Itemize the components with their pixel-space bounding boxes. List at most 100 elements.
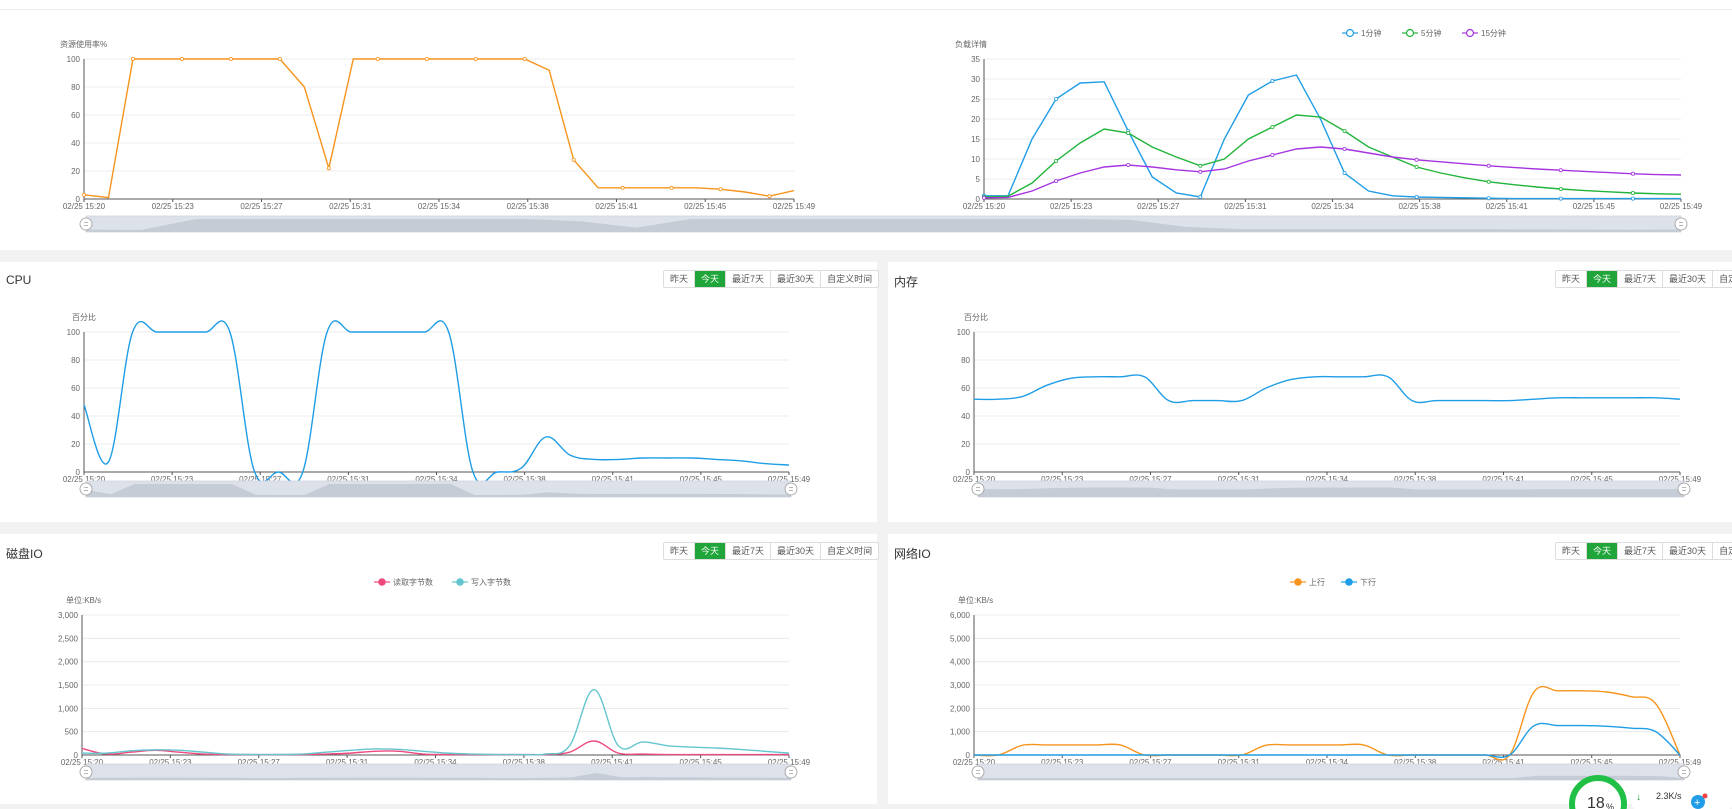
speed-widget[interactable]: 18 % ↓ 2.3K/s + <box>1560 768 1732 809</box>
y-tick-label: 40 <box>71 412 80 421</box>
legend-label[interactable]: 15分钟 <box>1481 28 1506 38</box>
x-tick-label: 02/25 15:45 <box>679 758 722 767</box>
slider-handle-right[interactable] <box>784 765 798 779</box>
range-yesterday-button[interactable]: 昨天 <box>664 271 696 287</box>
range-custom-button[interactable]: 自定义时间 <box>827 274 873 284</box>
range-yesterday-button[interactable]: 昨天 <box>664 543 696 559</box>
unit-label: 百分比 <box>72 312 96 322</box>
x-tick-label: 02/25 15:23 <box>152 202 195 211</box>
range-30days-button[interactable]: 最近30天 <box>1663 271 1714 287</box>
data-point <box>1126 131 1131 136</box>
add-icon[interactable] <box>1691 795 1705 809</box>
range-today-button[interactable]: 今天 <box>1587 543 1619 559</box>
x-tick-label: 02/25 15:27 <box>240 202 283 211</box>
network-chart: 0 1,000 2,000 3,000 4,000 5,000 6,000 单位:KB/s 02… <box>950 577 1702 781</box>
range-7days-button[interactable]: 最近7天 <box>1618 543 1664 559</box>
legend-label[interactable]: 读取字节数 <box>393 577 433 587</box>
range-yesterday-button[interactable]: 昨天 <box>1556 543 1588 559</box>
top-bar <box>0 0 1732 10</box>
disk-chart: 0 500 1,000 1,500 2,000 2,500 3,000 单位:KB/s 02/2… <box>58 577 811 781</box>
zoom-slider[interactable] <box>971 480 1691 498</box>
y-tick-label: 2,000 <box>950 704 971 713</box>
data-point <box>326 166 331 171</box>
range-custom-button[interactable]: 自定义时间 <box>827 546 873 556</box>
overview-panel: 0 20 40 60 80 100 资源使用率% 02/25 15:20 02/25 15:23… <box>0 10 1732 250</box>
y-tick-label: 100 <box>957 328 971 337</box>
x-tick-label: 02/25 15:23 <box>1050 202 1093 211</box>
cpu-title: CPU <box>6 273 32 287</box>
range-custom-button[interactable]: 自定义时间 <box>1719 274 1732 284</box>
data-point <box>277 57 282 62</box>
network-range-selector: 昨天 今天 最近7天 最近30天 自定义时间 <box>1555 542 1732 560</box>
slider-handle-left[interactable] <box>79 482 93 496</box>
zoom-slider[interactable] <box>79 215 1688 233</box>
legend-label[interactable]: 写入字节数 <box>471 577 511 587</box>
memory-panel: 内存 昨天 今天 最近7天 最近30天 自定义时间 0 20 40 60 80 100 百分… <box>888 262 1732 522</box>
series-line <box>81 740 789 756</box>
range-30days-button[interactable]: 最近30天 <box>1663 543 1714 559</box>
x-tick-label: 02/25 15:38 <box>1394 758 1437 767</box>
legend-marker <box>378 578 386 586</box>
range-custom-button[interactable]: 自定义时间 <box>1719 546 1732 556</box>
range-today-button[interactable]: 今天 <box>1587 271 1619 287</box>
legend-label[interactable]: 1分钟 <box>1361 28 1381 38</box>
zoom-slider[interactable] <box>971 763 1691 781</box>
legend-label[interactable]: 5分钟 <box>1421 28 1441 38</box>
data-point <box>767 194 772 199</box>
x-tick-label: 02/25 15:27 <box>238 758 281 767</box>
disk-panel: 磁盘IO 昨天 今天 最近7天 最近30天 自定义时间 0 500 1,000 1,5… <box>0 534 880 804</box>
x-tick-label: 02/25 15:34 <box>415 475 458 484</box>
data-point <box>375 57 380 62</box>
legend-label[interactable]: 上行 <box>1309 577 1325 587</box>
legend-marker <box>1465 28 1475 38</box>
slider-handle-left[interactable] <box>971 482 985 496</box>
speed-box <box>1632 788 1732 809</box>
y-tick-label: 20 <box>71 440 80 449</box>
data-point <box>1486 196 1491 201</box>
series-line <box>973 685 1681 761</box>
range-7days-button[interactable]: 最近7天 <box>726 543 772 559</box>
y-tick-label: 2,500 <box>58 634 79 643</box>
unit-label: 负载详情 <box>955 39 987 49</box>
slider-handle-left[interactable] <box>79 217 93 231</box>
data-point <box>1630 196 1635 201</box>
legend-label[interactable]: 下行 <box>1360 577 1376 587</box>
slider-handle-left[interactable] <box>79 765 93 779</box>
range-7days-button[interactable]: 最近7天 <box>726 271 772 287</box>
slider-handle-left[interactable] <box>971 765 985 779</box>
range-today-button[interactable]: 今天 <box>695 543 727 559</box>
range-yesterday-button[interactable]: 昨天 <box>1556 271 1588 287</box>
add-icon-glyph: + <box>1694 797 1700 809</box>
zoom-slider[interactable] <box>79 763 798 781</box>
range-today-button[interactable]: 今天 <box>695 271 727 287</box>
data-point <box>1486 179 1491 184</box>
x-tick-label: 02/25 15:41 <box>1482 758 1525 767</box>
y-tick-label: 0 <box>76 195 81 204</box>
range-30days-button[interactable]: 最近30天 <box>771 543 822 559</box>
unit-label: 单位:KB/s <box>66 595 101 605</box>
zoom-slider[interactable] <box>79 480 798 498</box>
series-line <box>983 114 1682 198</box>
range-30days-button[interactable]: 最近30天 <box>771 271 822 287</box>
slider-handle-right[interactable] <box>1674 217 1688 231</box>
x-tick-label: 02/25 15:34 <box>418 202 461 211</box>
x-tick-label: 02/25 15:45 <box>684 202 727 211</box>
series-line <box>81 688 790 756</box>
cpu-range-selector: 昨天 今天 最近7天 最近30天 自定义时间 <box>663 270 880 288</box>
y-tick-label: 0 <box>966 468 971 477</box>
x-tick-label: 02/25 15:45 <box>1571 475 1614 484</box>
data-point <box>1630 190 1635 195</box>
range-7days-button[interactable]: 最近7天 <box>1618 271 1664 287</box>
y-tick-label: 80 <box>961 356 970 365</box>
memory-range-selector: 昨天 今天 最近7天 最近30天 自定义时间 <box>1555 270 1732 288</box>
data-point <box>620 185 625 190</box>
memory-title: 内存 <box>894 275 919 289</box>
x-tick-label: 02/25 15:41 <box>595 202 638 211</box>
slider-handle-right[interactable] <box>1677 482 1691 496</box>
x-tick-label: 02/25 15:41 <box>591 758 634 767</box>
slider-preview <box>86 484 791 497</box>
slider-handle-right[interactable] <box>784 482 798 496</box>
slider-handle-right[interactable] <box>1677 765 1691 779</box>
legend-marker <box>1405 28 1415 38</box>
x-tick-label: 02/25 15:20 <box>63 202 106 211</box>
